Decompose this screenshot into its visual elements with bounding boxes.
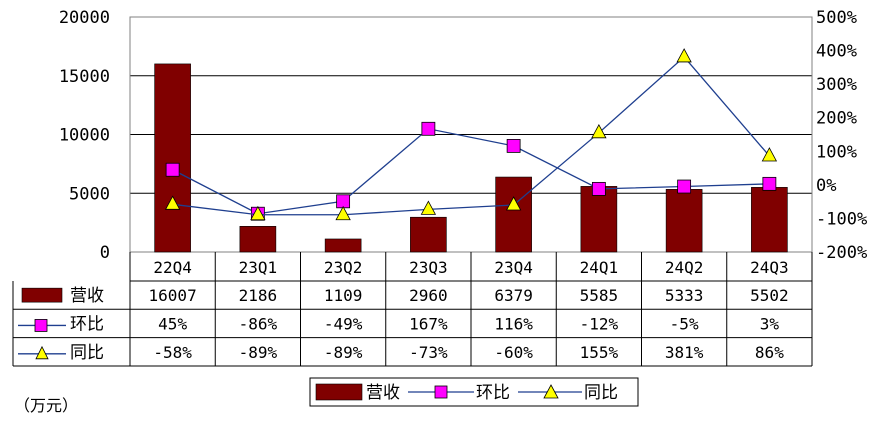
table-cell: 86% bbox=[755, 343, 784, 362]
table-cell: 5333 bbox=[665, 286, 704, 305]
table-cell: 2960 bbox=[409, 286, 448, 305]
unit-label: （万元） bbox=[14, 396, 78, 415]
right-axis-tick-label: 300% bbox=[816, 75, 857, 95]
line-环比 bbox=[172, 128, 770, 215]
right-axis-tick-label: -100% bbox=[816, 209, 867, 229]
marker-square-24Q1 bbox=[591, 181, 606, 196]
legend-key-triangle-marker bbox=[543, 384, 559, 399]
bar-23Q3 bbox=[410, 216, 447, 253]
table-cell: -86% bbox=[239, 314, 278, 333]
table-cell: 5502 bbox=[750, 286, 789, 305]
marker-triangle-23Q2 bbox=[335, 205, 351, 221]
marker-square-24Q2 bbox=[677, 179, 692, 194]
marker-triangle-23Q1 bbox=[250, 205, 266, 221]
left-axis-tick-label: 5000 bbox=[69, 184, 110, 204]
category-label: 24Q1 bbox=[580, 258, 619, 277]
line-同比 bbox=[172, 56, 770, 216]
table-cell: -58% bbox=[153, 343, 192, 362]
table-key-bar bbox=[21, 287, 63, 303]
table-cell: 5585 bbox=[580, 286, 619, 305]
category-label: 24Q2 bbox=[665, 258, 704, 277]
bar-23Q1 bbox=[239, 226, 277, 253]
table-key-triangle-marker bbox=[35, 345, 49, 360]
marker-triangle-23Q3 bbox=[420, 200, 437, 215]
table-cell: -89% bbox=[239, 343, 278, 362]
table-cell: 45% bbox=[158, 314, 187, 333]
table-cell: -60% bbox=[494, 343, 533, 362]
right-axis-tick-label: 0% bbox=[816, 176, 836, 196]
table-row-label: 同比 bbox=[70, 343, 104, 363]
right-axis-tick-label: 500% bbox=[816, 8, 857, 28]
table-cell: -89% bbox=[324, 343, 363, 362]
marker-triangle-24Q2 bbox=[676, 48, 692, 63]
table-cell: 16007 bbox=[149, 286, 197, 305]
right-axis-tick-label: 200% bbox=[816, 109, 857, 129]
table-cell: 2186 bbox=[239, 286, 278, 305]
table-cell: 6379 bbox=[494, 286, 533, 305]
legend-label: 同比 bbox=[584, 383, 618, 403]
marker-triangle-22Q4 bbox=[164, 195, 181, 210]
bar-23Q4 bbox=[495, 176, 532, 253]
marker-triangle-23Q4 bbox=[505, 196, 522, 211]
table-cell: 3% bbox=[760, 314, 780, 333]
category-label: 23Q3 bbox=[409, 258, 448, 277]
right-axis-tick-label: 100% bbox=[816, 142, 857, 162]
marker-triangle-24Q3 bbox=[761, 147, 778, 162]
category-label: 22Q4 bbox=[153, 258, 192, 277]
legend-key-square-marker bbox=[434, 385, 448, 399]
left-axis-tick-label: 10000 bbox=[59, 126, 110, 146]
right-axis-tick-label: -200% bbox=[816, 243, 867, 263]
bar-24Q3 bbox=[751, 187, 788, 253]
left-axis-tick-label: 15000 bbox=[59, 67, 110, 87]
marker-triangle-24Q1 bbox=[591, 123, 607, 139]
marker-square-23Q3 bbox=[421, 121, 436, 136]
table-cell: 381% bbox=[665, 343, 704, 362]
table-cell: -5% bbox=[670, 314, 699, 333]
legend-label: 营收 bbox=[366, 383, 400, 403]
bar-24Q1 bbox=[580, 186, 618, 253]
table-cell: 116% bbox=[494, 314, 533, 333]
table-key-square-marker bbox=[34, 319, 48, 332]
legend-label: 环比 bbox=[476, 383, 510, 403]
bar-24Q2 bbox=[665, 189, 703, 253]
table-row-label: 营收 bbox=[70, 286, 104, 306]
table-cell: -12% bbox=[580, 314, 619, 333]
bar-23Q2 bbox=[324, 238, 362, 253]
left-axis-tick-label: 20000 bbox=[59, 8, 110, 28]
table-cell: 167% bbox=[409, 314, 448, 333]
category-label: 23Q1 bbox=[239, 258, 278, 277]
table-cell: -49% bbox=[324, 314, 363, 333]
category-label: 23Q2 bbox=[324, 258, 363, 277]
legend-key-bar bbox=[315, 383, 363, 401]
category-label: 24Q3 bbox=[750, 258, 789, 277]
marker-square-23Q2 bbox=[336, 194, 351, 209]
bar-22Q4 bbox=[154, 63, 191, 253]
table-row-label: 环比 bbox=[70, 314, 104, 334]
table-cell: 1109 bbox=[324, 286, 363, 305]
right-axis-tick-label: 400% bbox=[816, 42, 857, 62]
marker-square-22Q4 bbox=[165, 162, 180, 177]
left-axis-tick-label: 0 bbox=[100, 243, 110, 263]
category-label: 23Q4 bbox=[494, 258, 533, 277]
table-cell: -73% bbox=[409, 343, 448, 362]
marker-square-23Q4 bbox=[506, 139, 521, 153]
marker-square-24Q3 bbox=[762, 176, 777, 191]
table-cell: 155% bbox=[580, 343, 619, 362]
